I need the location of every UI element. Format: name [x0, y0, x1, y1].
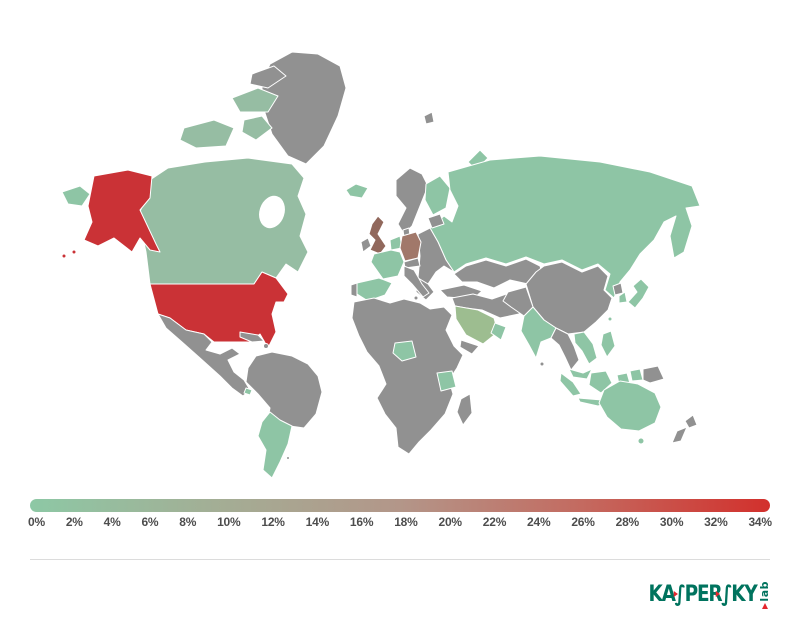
country-mexico-central-america	[157, 313, 251, 397]
legend-tick-label: 34%	[748, 515, 772, 529]
country-philippines	[600, 330, 616, 358]
aleutian-island	[61, 253, 67, 259]
legend-tick-label: 14%	[305, 515, 330, 529]
legend-tick-label: 20%	[438, 515, 462, 529]
country-vietnam	[573, 331, 598, 365]
country-uk	[368, 215, 387, 255]
country-indonesia-sumatra	[559, 372, 582, 397]
legend-tick-label: 6%	[141, 515, 159, 529]
country-taiwan	[607, 316, 613, 322]
country-yemen	[459, 339, 480, 355]
country-usa-alaska	[83, 169, 161, 253]
country-oman-uae	[490, 322, 507, 341]
world-map	[61, 51, 701, 479]
legend-tick-label: 10%	[217, 515, 241, 529]
country-malaysia	[568, 368, 593, 380]
kaspersky-wordmark: KA∫PER∫KY	[648, 578, 757, 612]
country-iceland	[345, 183, 369, 199]
legend-tick-label: 2%	[65, 515, 83, 529]
legend-tick-label: 26%	[571, 515, 595, 529]
country-svalbard	[423, 111, 435, 125]
legend-tick-label: 22%	[482, 515, 507, 529]
continent-africa	[351, 297, 464, 455]
legend-tick-label: 30%	[659, 515, 684, 529]
country-indonesia-borneo	[588, 370, 613, 394]
country-baltics	[427, 213, 445, 229]
country-argentina-chile	[257, 411, 293, 479]
aleutian-island	[71, 249, 77, 255]
country-nigeria	[392, 340, 417, 362]
country-norway-sweden	[395, 167, 429, 235]
country-arctic-island	[231, 87, 279, 113]
kaspersky-wordmark-text: KA∫PER∫KY	[648, 582, 757, 607]
footer-divider	[30, 559, 770, 560]
kaspersky-logo: KA∫PER∫KY lab	[628, 578, 771, 612]
logo-red-triangle-icon	[714, 591, 722, 597]
country-germany	[399, 231, 422, 262]
country-spain	[356, 277, 393, 302]
legend-tick-label: 18%	[394, 515, 418, 529]
country-india	[520, 306, 557, 359]
country-italy	[403, 265, 430, 298]
country-ireland	[360, 237, 372, 253]
legend-ticks: 0% 2% 4% 6% 8% 10% 12% 14% 16% 18% 20% 22% 24% 26% 28%…	[28, 515, 772, 531]
country-finland	[424, 175, 451, 216]
legend-tick-label: 4%	[103, 515, 121, 529]
country-costa-rica	[243, 387, 253, 396]
legend-tick-label: 16%	[349, 515, 374, 529]
legend-tick-label: 0%	[28, 515, 45, 529]
lab-red-triangle-icon	[761, 603, 768, 610]
country-eastern-europe	[417, 227, 455, 285]
country-france	[370, 249, 405, 280]
country-new-zealand-south	[671, 426, 688, 444]
country-papua-new-guinea	[642, 365, 665, 384]
lab-text: lab	[758, 580, 771, 602]
country-tasmania	[637, 437, 645, 445]
country-hispaniola	[263, 343, 269, 349]
country-canada	[137, 157, 309, 285]
country-sicily	[413, 295, 419, 301]
country-ellesmere-island	[249, 65, 287, 89]
kaspersky-lab-suffix: lab	[758, 580, 771, 610]
legend-tick-label: 28%	[615, 515, 640, 529]
country-south-america	[245, 351, 323, 437]
logo-red-triangle-icon	[672, 591, 680, 597]
country-australia	[598, 380, 662, 432]
hudson-bay	[259, 195, 285, 229]
legend-tick-label: 8%	[179, 515, 197, 529]
country-tanzania	[436, 370, 457, 392]
country-sri-lanka	[539, 361, 545, 367]
country-arctic-island	[179, 119, 235, 149]
country-saudi-arabia	[454, 305, 499, 345]
country-indonesia-papua	[629, 368, 644, 382]
legend-gradient-bar	[30, 499, 770, 512]
country-cuba	[239, 331, 265, 343]
legend-tick-label: 24%	[527, 515, 551, 529]
country-madagascar	[456, 393, 473, 426]
country-new-zealand-north	[684, 414, 698, 429]
country-arctic-island	[241, 115, 273, 141]
legend-tick-label: 32%	[704, 515, 728, 529]
country-portugal	[350, 282, 358, 298]
country-russia-east	[61, 185, 91, 207]
country-falkland	[286, 456, 290, 460]
country-japan	[627, 278, 650, 309]
country-south-korea	[618, 291, 628, 304]
legend-tick-label: 12%	[261, 515, 285, 529]
